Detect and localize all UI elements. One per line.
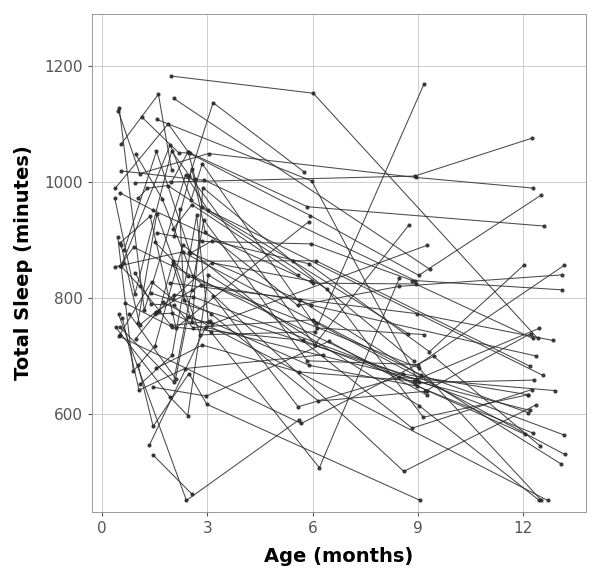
Y-axis label: Total Sleep (minutes): Total Sleep (minutes) (14, 146, 33, 380)
X-axis label: Age (months): Age (months) (264, 547, 413, 566)
